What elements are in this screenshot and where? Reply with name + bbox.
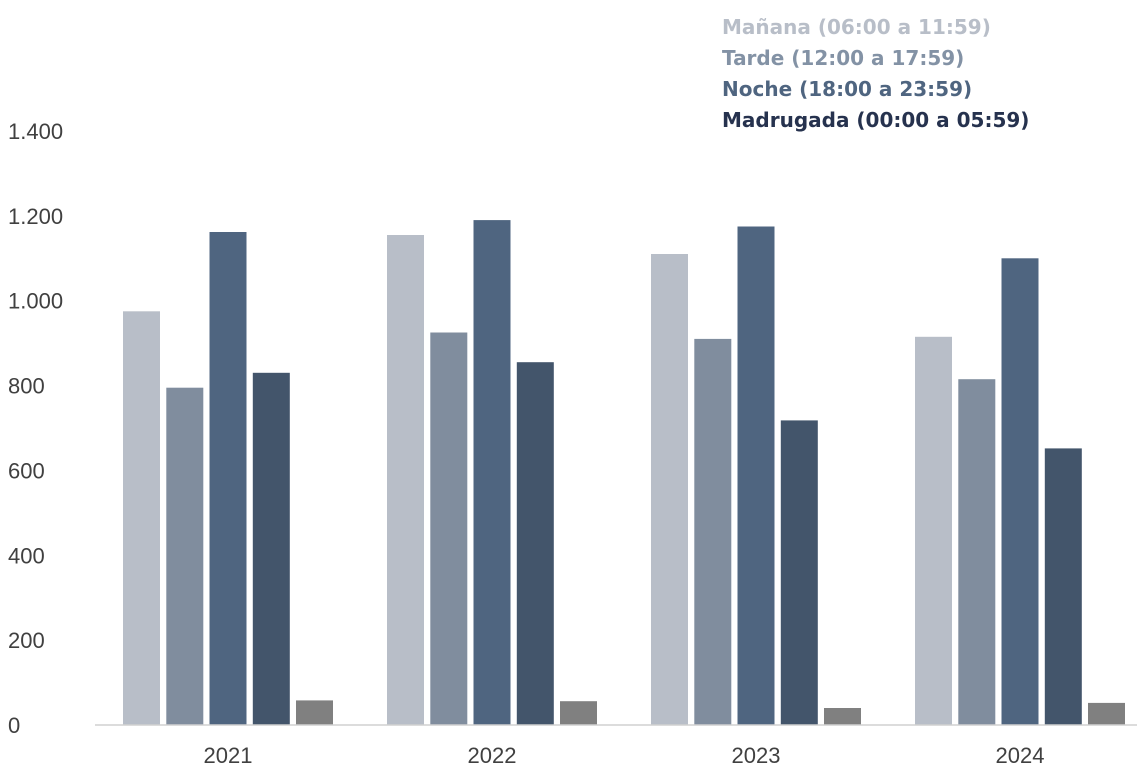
bar-2022-series-1 (387, 235, 424, 725)
legend-item-noche: Noche (18:00 a 23:59) (722, 77, 973, 101)
bar-2022-series-5 (560, 701, 597, 725)
bar-2023-series-1 (651, 254, 688, 725)
bar-2024-series-3 (1001, 258, 1039, 725)
y-tick-label: 1.000 (8, 289, 63, 314)
x-tick-label: 2022 (468, 743, 517, 765)
y-axis-ticks: 0 200 400 600 800 1.000 1.200 1.400 (8, 119, 63, 738)
bar-2022-series-4 (516, 362, 554, 725)
y-tick-label: 200 (8, 628, 45, 653)
bars-group (123, 220, 1125, 725)
legend: Mañana (06:00 a 11:59) Tarde (12:00 a 17… (722, 12, 1029, 136)
bar-2022-series-3 (473, 220, 511, 725)
y-tick-label: 400 (8, 543, 45, 568)
bar-2021-series-1 (123, 311, 160, 725)
y-tick-label: 1.200 (8, 204, 63, 229)
x-tick-label: 2024 (996, 743, 1045, 765)
legend-item-manana: Mañana (06:00 a 11:59) (722, 15, 991, 39)
y-tick-label: 600 (8, 458, 45, 483)
bar-2021-series-5 (296, 700, 333, 725)
bar-2024-series-2 (958, 379, 996, 725)
bar-2021-series-2 (166, 387, 204, 725)
bar-2024-series-4 (1044, 448, 1082, 725)
y-tick-label: 0 (8, 713, 20, 738)
x-tick-label: 2021 (204, 743, 253, 765)
bar-2024-series-1 (915, 336, 952, 725)
bar-2021-series-4 (252, 372, 290, 725)
bar-2023-series-5 (824, 708, 861, 725)
bar-2022-series-2 (430, 332, 468, 725)
x-axis-ticks: 2021 2022 2023 2024 (204, 743, 1045, 765)
bar-2023-series-2 (694, 338, 732, 725)
bar-2023-series-4 (780, 420, 818, 725)
legend-item-tarde: Tarde (12:00 a 17:59) (722, 46, 965, 70)
y-tick-label: 1.400 (8, 119, 63, 144)
bar-2021-series-3 (209, 232, 247, 725)
y-tick-label: 800 (8, 374, 45, 399)
x-tick-label: 2023 (732, 743, 781, 765)
legend-item-madrugada: Madrugada (00:00 a 05:59) (722, 108, 1030, 132)
bar-2024-series-5 (1088, 702, 1125, 725)
bar-2023-series-3 (737, 226, 775, 725)
